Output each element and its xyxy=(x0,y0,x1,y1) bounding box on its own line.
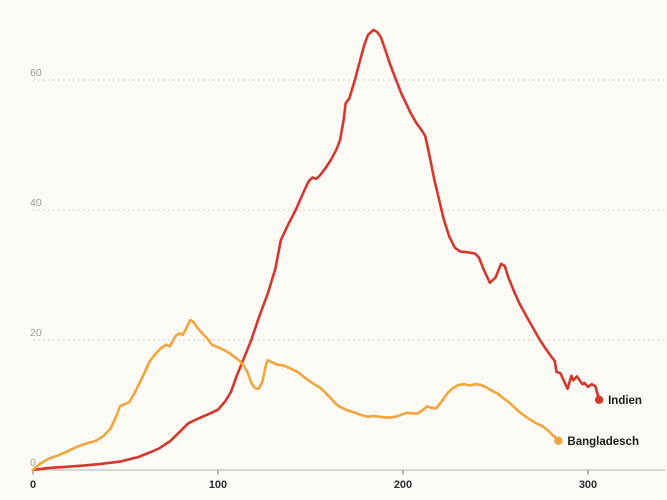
series-line-bangladesch xyxy=(31,318,560,472)
series-end-dot-bangladesch xyxy=(554,436,563,445)
y-tick-label-20: 20 xyxy=(30,327,42,339)
series-label-indien: Indien xyxy=(608,395,642,407)
series-end-dot-indien xyxy=(594,395,604,404)
x-tick-label-100: 100 xyxy=(209,479,227,491)
y-tick-label-0: 0 xyxy=(30,457,36,469)
x-tick-label-0: 0 xyxy=(30,479,36,491)
series-line-indien xyxy=(31,28,601,472)
y-tick-label-60: 60 xyxy=(30,67,42,79)
axis-labels: 0 20 40 60 0 100 200 300 xyxy=(30,67,597,491)
x-tick-label-200: 200 xyxy=(394,479,412,491)
x-tick-label-300: 300 xyxy=(579,479,597,491)
series-lines: Indien Bangladesch xyxy=(31,28,642,472)
y-tick-label-40: 40 xyxy=(30,197,42,209)
series-label-bangladesch: Bangladesch xyxy=(567,436,639,448)
gridlines xyxy=(33,79,665,341)
axes xyxy=(32,469,665,475)
